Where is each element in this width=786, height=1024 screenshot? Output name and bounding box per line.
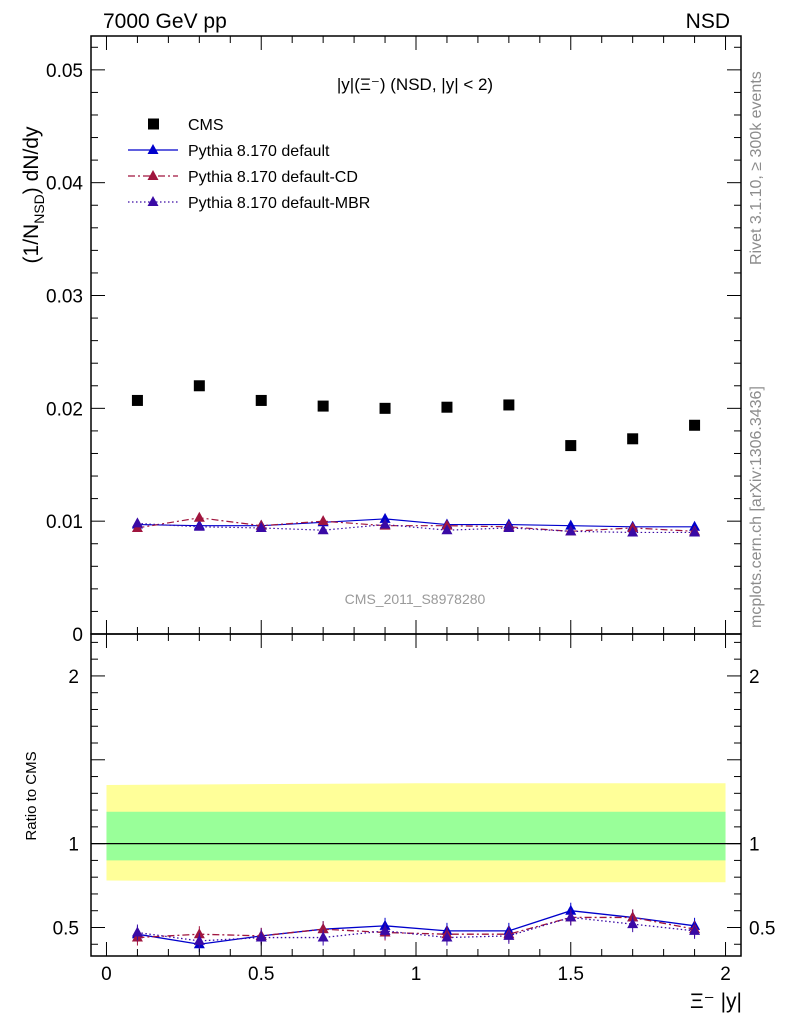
legend: CMS Pythia 8.170 default Pythia 8.170 defa…: [128, 117, 370, 212]
point-pythia-8-170-default: [379, 512, 391, 523]
legend-label-pythia-8-170-default-mbr: Pythia 8.170 default-MBR: [188, 195, 370, 212]
series-line-pythia-8-170-default-cd: [137, 517, 695, 532]
legend-marker-pythia-8-170-default-cd: [147, 170, 159, 180]
legend-marker-pythia-8-170-default: [147, 144, 159, 154]
main-y-tick-label: 0.05: [46, 61, 83, 82]
uncertainty-band-inner: [106, 811, 726, 861]
data-point-cms: [565, 440, 577, 452]
point-pythia-8-170-default: [565, 519, 577, 530]
legend-label-pythia-8-170-default-cd: Pythia 8.170 default-CD: [188, 169, 358, 186]
ratio-point-pythia-8-170-default-mbr: [193, 934, 205, 945]
legend-marker-pythia-8-170-default-mbr: [147, 196, 159, 206]
point-pythia-8-170-default-mbr: [131, 517, 143, 528]
main-x-ticks: [105, 36, 727, 634]
ratio-x-tick-label: 0: [101, 964, 112, 985]
x-axis-label: Ξ⁻ |y|: [690, 990, 742, 1013]
energy-label: 7000 GeV pp: [103, 10, 227, 33]
main-y-axis: 0 0.01 0.02 0.03 0.04 0.05: [46, 46, 741, 646]
data-point-cms: [627, 433, 639, 445]
data-point-cms: [689, 419, 701, 431]
ratio-point-pythia-8-170-default-mbr: [565, 911, 577, 922]
data-point-cms: [379, 402, 391, 414]
data-point-cms: [131, 394, 143, 406]
point-pythia-8-170-default-mbr: [193, 520, 205, 531]
main-y-tick-label: 0.02: [46, 399, 83, 420]
point-pythia-8-170-default-mbr: [317, 524, 329, 535]
data-point-cms: [441, 401, 453, 413]
ratio-point-pythia-8-170-default-mbr: [317, 931, 329, 942]
ratio-x-tick-label: 2: [720, 964, 731, 985]
point-pythia-8-170-default-mbr: [255, 521, 267, 532]
ratio-point-pythia-8-170-default-mbr: [379, 924, 391, 935]
main-y-tick-label: 0.01: [46, 512, 83, 533]
ratio-y-tick-label-left: 2: [68, 667, 79, 688]
data-point-cms: [503, 399, 515, 411]
point-pythia-8-170-default-mbr: [689, 526, 701, 537]
ratio-y-tick-label-right: 2: [749, 667, 760, 688]
ratio-plot-area: [91, 783, 741, 953]
ratio-y-tick-label-right: 1: [749, 835, 760, 856]
ratio-point-pythia-8-170-default-mbr: [689, 924, 701, 935]
ratio-y-axis: 0.5 0.5 1 1 2 2: [53, 641, 775, 945]
ratio-point-pythia-8-170-default-mbr: [441, 931, 453, 942]
series-line-pythia-8-170-default-mbr: [137, 522, 695, 534]
ratio-x-tick-label: 1: [411, 964, 422, 985]
ratio-point-pythia-8-170-default-mbr: [503, 929, 515, 940]
ratio-y-axis-label: Ratio to CMS: [23, 751, 40, 840]
ratio-panel: 0.5 0.5 1 1 2 2 0 0.5 1 1.5 2 Ratio to CMS Ξ⁻ |y|: [23, 633, 775, 1013]
process-label: NSD: [686, 10, 730, 33]
main-y-tick-label: 0: [72, 625, 83, 646]
ratio-line-pythia-8-170-default-cd: [137, 916, 695, 939]
legend-label-cms: CMS: [188, 117, 224, 134]
ratio-point-pythia-8-170-default-mbr: [255, 931, 267, 942]
data-point-cms: [255, 394, 267, 406]
main-y-tick-label: 0.03: [46, 287, 83, 308]
main-y-axis-label: (1/NNSD) dN/dy: [20, 126, 47, 263]
ratio-x-tick-label: 1.5: [558, 964, 584, 985]
ratio-line-pythia-8-170-default-mbr: [137, 916, 695, 942]
rivet-version-label: Rivet 3.1.10, ≥ 300k events: [748, 71, 765, 265]
point-pythia-8-170-default-cd: [193, 511, 205, 522]
point-pythia-8-170-default-mbr: [503, 521, 515, 532]
ratio-point-pythia-8-170-default-mbr: [627, 918, 639, 929]
point-pythia-8-170-default-mbr: [379, 518, 391, 529]
ratio-point-pythia-8-170-default-mbr: [131, 926, 143, 937]
data-point-cms: [317, 400, 329, 412]
mcplots-label: mcplots.cern.ch [arXiv:1306.3436]: [748, 386, 765, 628]
ratio-x-tick-label: 0.5: [248, 964, 274, 985]
ratio-y-tick-label-right: 0.5: [749, 918, 775, 939]
point-pythia-8-170-default-mbr: [565, 525, 577, 536]
legend-marker-cms: [148, 118, 159, 130]
analysis-watermark: CMS_2011_S8978280: [345, 591, 486, 607]
plot-title: |y|(Ξ⁻) (NSD, |y| < 2): [337, 75, 493, 94]
main-panel: 0 0.01 0.02 0.03 0.04 0.05 |y|(Ξ⁻) (NSD, |y| …: [20, 35, 742, 646]
main-plot-area: [131, 380, 701, 537]
point-pythia-8-170-default-mbr: [627, 526, 639, 537]
ratio-x-axis: 0 0.5 1 1.5 2: [101, 634, 731, 985]
point-pythia-8-170-default-mbr: [441, 524, 453, 535]
data-point-cms: [193, 380, 205, 392]
legend-label-pythia-8-170-default: Pythia 8.170 default: [188, 143, 330, 160]
ratio-y-tick-label-left: 0.5: [53, 918, 79, 939]
ratio-y-tick-label-left: 1: [68, 835, 79, 856]
main-y-tick-label: 0.04: [46, 174, 83, 195]
ratio-point-pythia-8-170-default-cd: [317, 923, 329, 934]
ratio-line-pythia-8-170-default: [137, 910, 695, 945]
series-line-pythia-8-170-default: [137, 518, 695, 528]
point-pythia-8-170-default-cd: [317, 515, 329, 526]
